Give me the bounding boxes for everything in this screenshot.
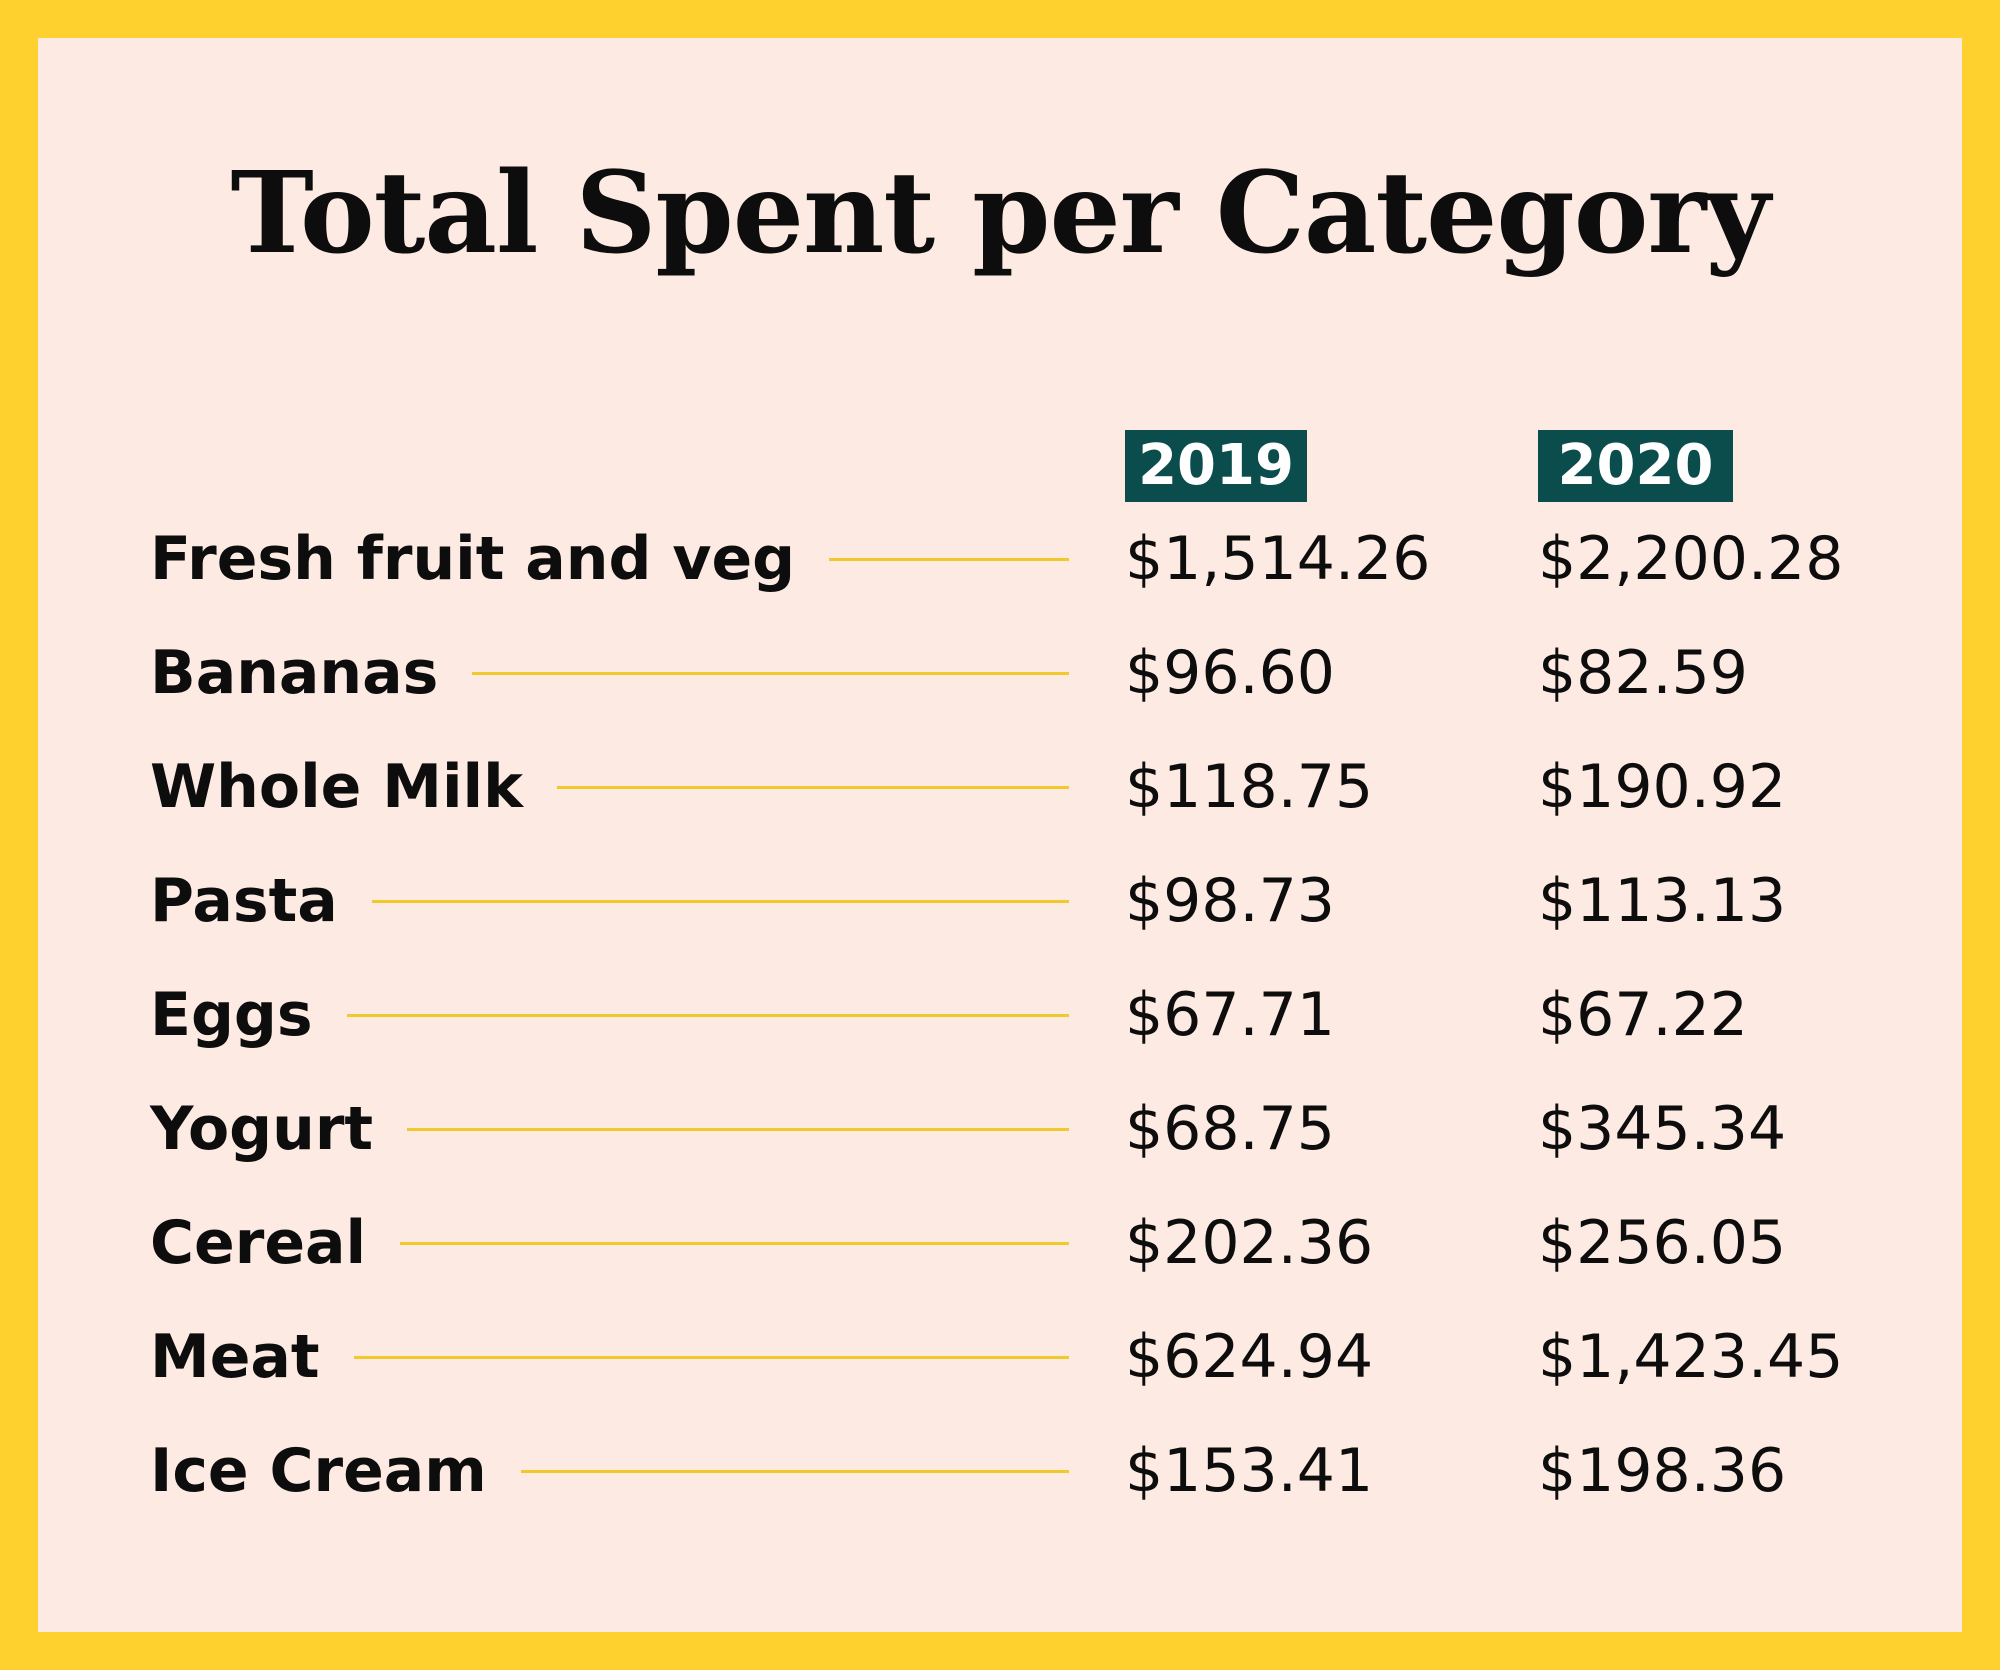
table-row: Whole Milk $118.75 $190.92 (38, 730, 1962, 844)
leader-line (372, 900, 1069, 903)
value-2019: $96.60 (1125, 638, 1335, 708)
column-header-2020: 2020 (1538, 430, 1733, 502)
value-2020: $1,423.45 (1538, 1322, 1844, 1392)
category-label: Whole Milk (150, 752, 524, 822)
category-label: Pasta (150, 866, 338, 936)
value-2020: $198.36 (1538, 1436, 1787, 1506)
value-2019: $118.75 (1125, 752, 1374, 822)
leader-line (400, 1242, 1069, 1245)
value-2020: $113.13 (1538, 866, 1787, 936)
table-row: Eggs $67.71 $67.22 (38, 958, 1962, 1072)
value-2019: $624.94 (1125, 1322, 1374, 1392)
value-2019: $153.41 (1125, 1436, 1374, 1506)
leader-line (829, 558, 1069, 561)
value-2020: $67.22 (1538, 980, 1748, 1050)
value-2019: $98.73 (1125, 866, 1335, 936)
table-row: Cereal $202.36 $256.05 (38, 1186, 1962, 1300)
category-label: Yogurt (150, 1094, 374, 1164)
leader-line (521, 1470, 1069, 1473)
value-2020: $345.34 (1538, 1094, 1787, 1164)
category-label: Fresh fruit and veg (150, 524, 796, 594)
value-2019: $202.36 (1125, 1208, 1374, 1278)
table-panel: Total Spent per Category 2019 2020 Fresh… (38, 38, 1962, 1632)
category-label: Eggs (150, 980, 313, 1050)
leader-line (354, 1356, 1069, 1359)
column-header-2019: 2019 (1125, 430, 1307, 502)
category-label: Ice Cream (150, 1436, 487, 1506)
value-2020: $256.05 (1538, 1208, 1787, 1278)
category-label: Bananas (150, 638, 439, 708)
leader-line (557, 786, 1069, 789)
value-2020: $82.59 (1538, 638, 1748, 708)
value-2020: $2,200.28 (1538, 524, 1844, 594)
table-row: Ice Cream $153.41 $198.36 (38, 1414, 1962, 1528)
value-2019: $68.75 (1125, 1094, 1335, 1164)
value-2019: $1,514.26 (1125, 524, 1431, 594)
chart-title: Total Spent per Category (230, 148, 1770, 279)
value-2020: $190.92 (1538, 752, 1787, 822)
table-row: Meat $624.94 $1,423.45 (38, 1300, 1962, 1414)
leader-line (407, 1128, 1069, 1131)
leader-line (472, 672, 1069, 675)
table-row: Bananas $96.60 $82.59 (38, 616, 1962, 730)
table-row: Yogurt $68.75 $345.34 (38, 1072, 1962, 1186)
category-label: Meat (150, 1322, 320, 1392)
table-row: Fresh fruit and veg $1,514.26 $2,200.28 (38, 502, 1962, 616)
value-2019: $67.71 (1125, 980, 1335, 1050)
leader-line (347, 1014, 1069, 1017)
category-label: Cereal (150, 1208, 367, 1278)
table-row: Pasta $98.73 $113.13 (38, 844, 1962, 958)
